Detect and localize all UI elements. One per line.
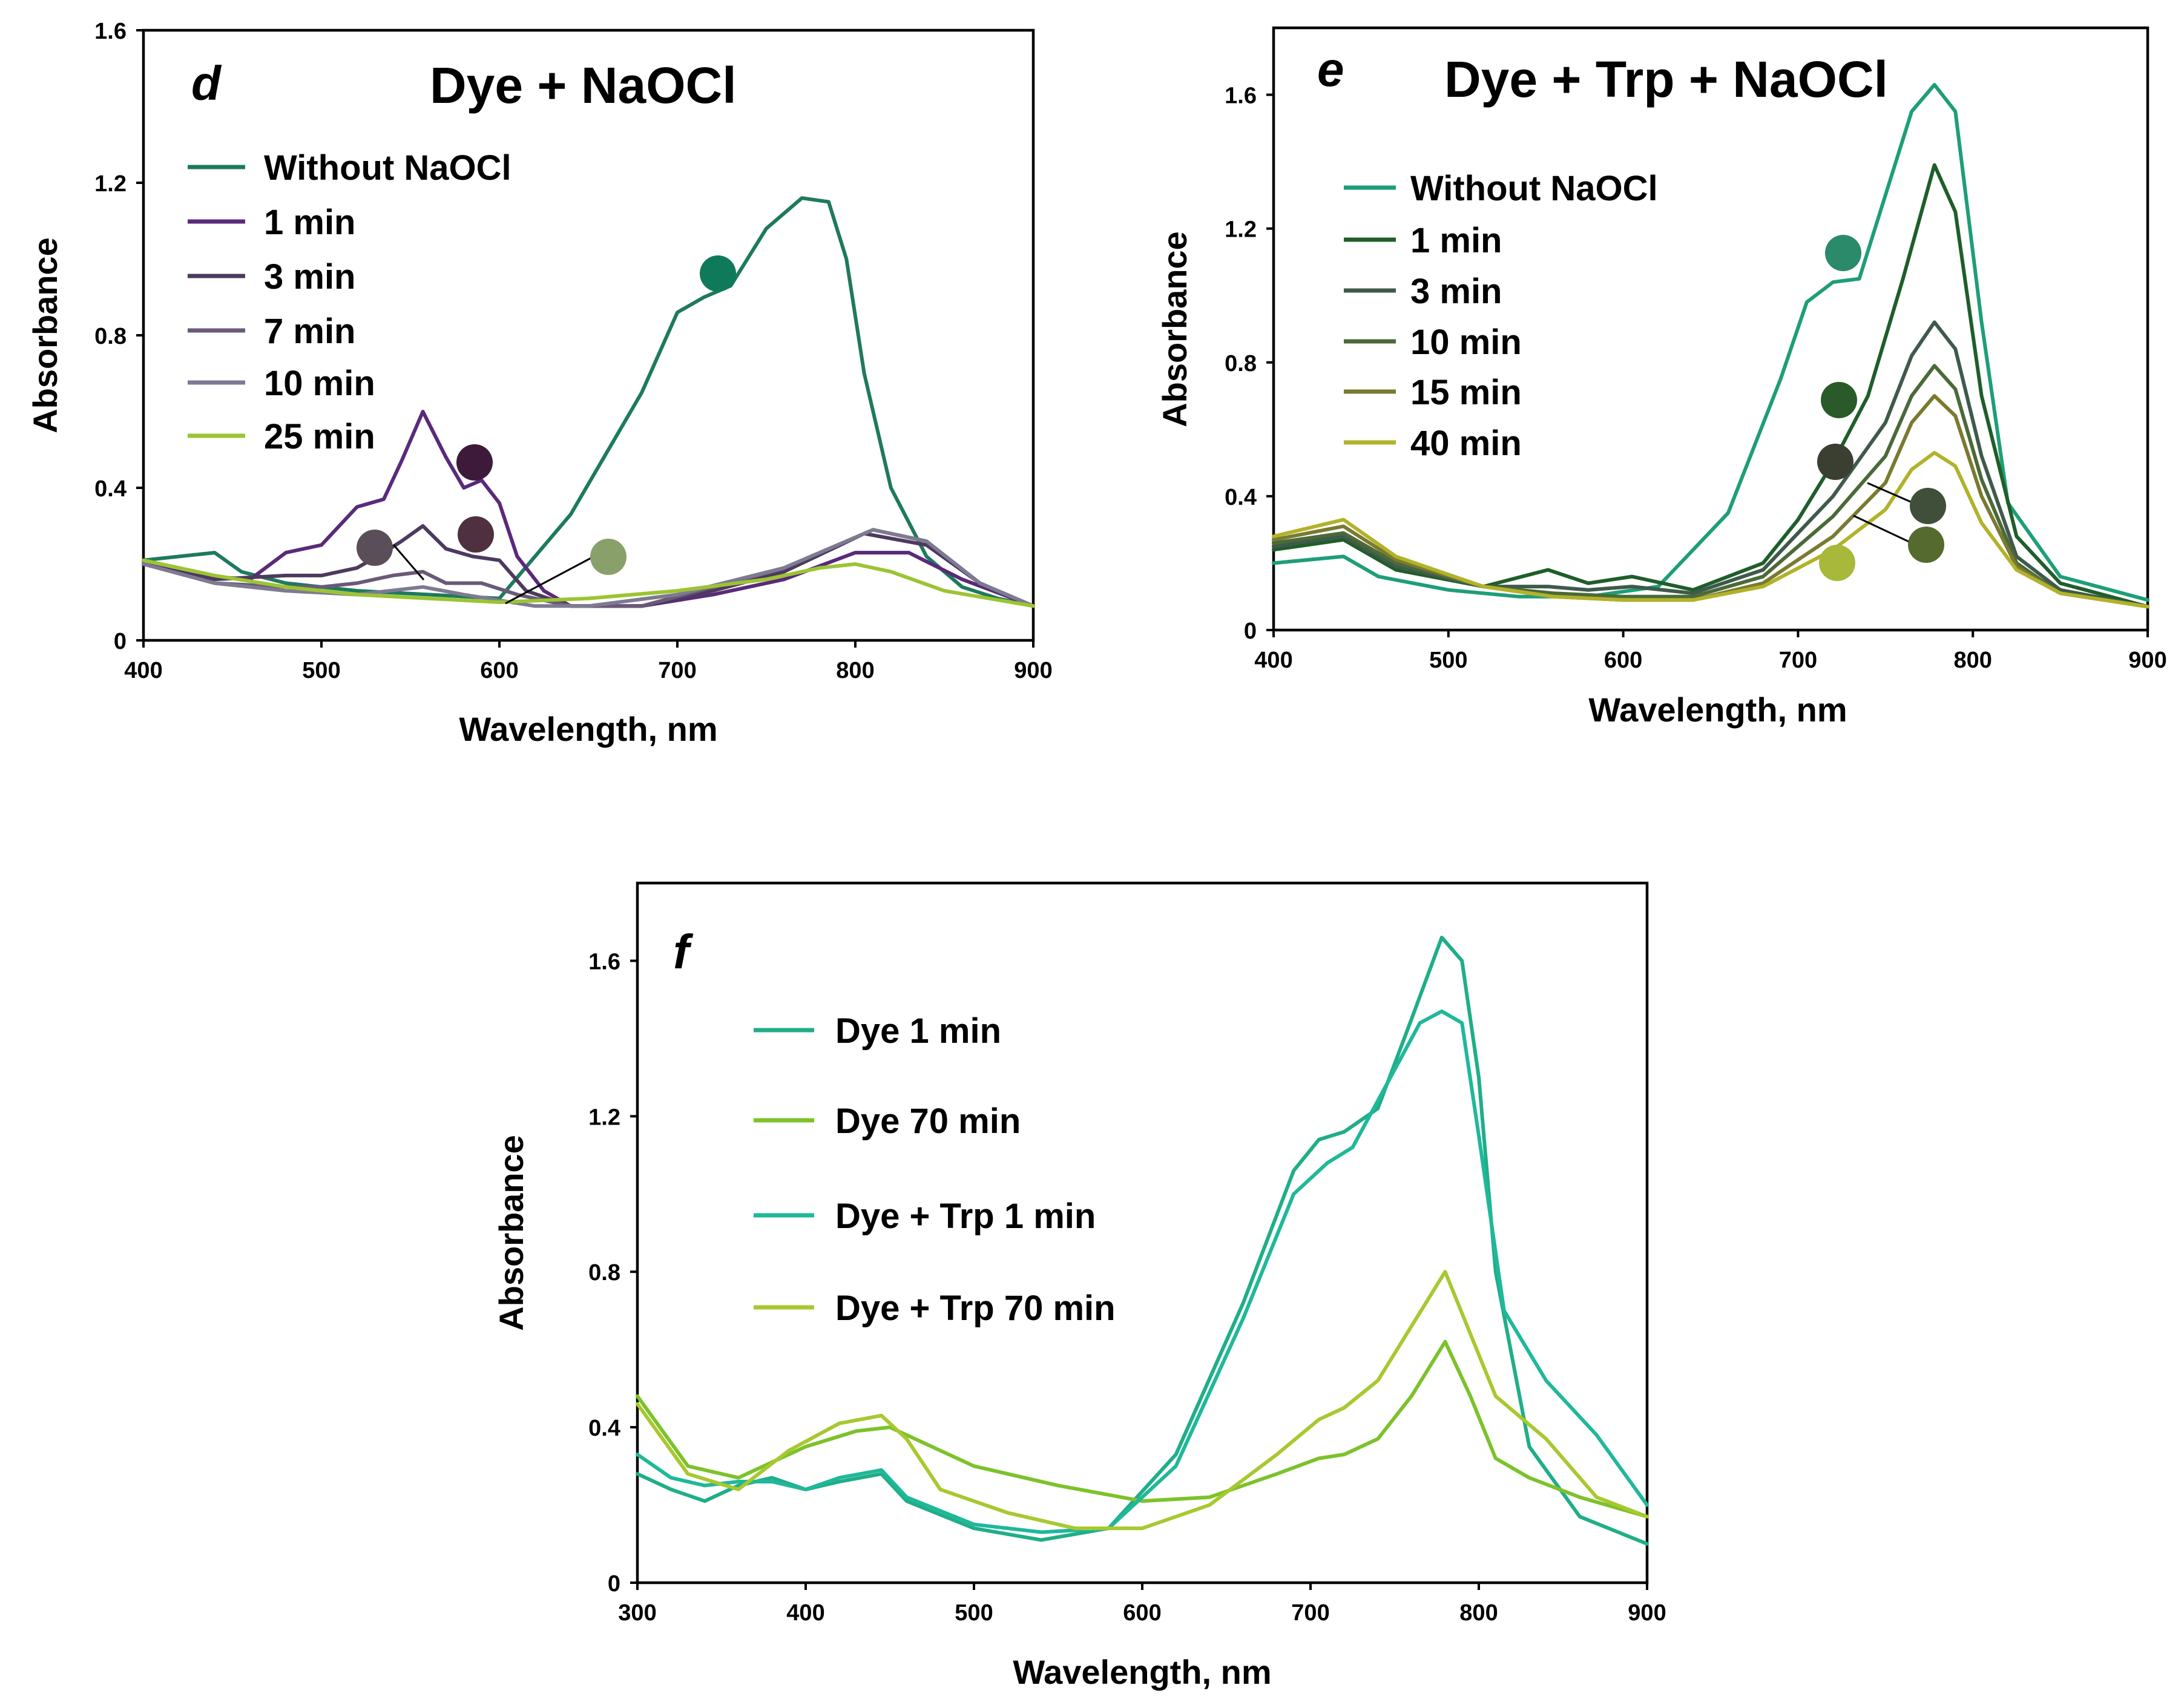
sample-color-dots: [357, 255, 736, 605]
y-axis-title: Absorbance: [1156, 231, 1194, 427]
x-tick-label: 300: [618, 1600, 656, 1626]
y-tick-label: 1.2: [588, 1105, 620, 1130]
legend-label-dye-trp-70-min: Dye + Trp 70 min: [835, 1289, 1116, 1328]
sample-dot: [1817, 444, 1853, 480]
x-tick-label: 900: [1628, 1600, 1666, 1626]
legend-label-dye-trp-1-min: Dye + Trp 1 min: [835, 1197, 1096, 1236]
legend-label-dye-70-min: Dye 70 min: [835, 1102, 1021, 1141]
x-tick-label: 700: [1779, 648, 1817, 673]
y-tick-label: 0.8: [588, 1260, 620, 1286]
legend-label-without-naocl: Without NaOCl: [264, 148, 511, 188]
legend-label-1-min: 1 min: [1410, 221, 1502, 260]
y-tick-label: 0.4: [588, 1416, 620, 1441]
legend-label-15-min: 15 min: [1410, 373, 1522, 412]
series-line-dye-trp-1-min: [636, 1009, 1649, 1534]
x-tick-label: 600: [1123, 1600, 1161, 1626]
series-line-10-min: [142, 528, 1035, 608]
tick-layer: 400 500 600 700 800 900 0 0.4 0.8 1.2 1.6: [1225, 84, 2167, 673]
x-tick-label: 500: [302, 658, 340, 683]
panel-letter: d: [191, 56, 222, 110]
x-tick-label: 700: [658, 658, 696, 683]
panel-letter: e: [1317, 42, 1344, 96]
y-axis-title: Absorbance: [492, 1135, 530, 1331]
y-tick-label: 0: [114, 629, 127, 654]
legend: Dye 1 min Dye 70 min Dye + Trp 1 min Dye…: [754, 1011, 1116, 1328]
annotation-leader-line: [505, 556, 594, 605]
series-line-25-min: [142, 558, 1035, 608]
y-tick-label: 0: [1244, 619, 1257, 644]
legend-label-without-naocl: Without NaOCl: [1410, 169, 1658, 208]
x-tick-label: 800: [836, 658, 874, 683]
x-tick-label: 600: [480, 658, 518, 683]
y-axis-title: Absorbance: [26, 237, 64, 433]
tick-layer: 400 500 600 700 800 900 0 0.4 0.8 1.2 1.6: [94, 19, 1053, 683]
series-line-dye-1-min: [636, 935, 1649, 1546]
legend-label-40-min: 40 min: [1410, 424, 1522, 463]
x-tick-label: 500: [1429, 648, 1467, 673]
legend-label-7-min: 7 min: [264, 312, 356, 351]
sample-dot: [1825, 235, 1861, 271]
sample-dot: [357, 530, 393, 566]
y-tick-label: 1.2: [94, 171, 127, 197]
legend-label-3-min: 3 min: [264, 257, 356, 297]
sample-dot: [458, 516, 494, 553]
x-tick-label: 700: [1291, 1600, 1329, 1626]
series-line-dye-70-min: [636, 1339, 1649, 1519]
y-tick-label: 1.6: [1225, 84, 1257, 109]
x-tick-label: 600: [1604, 648, 1642, 673]
sample-dot: [590, 539, 627, 575]
panel-title: Dye + NaOCl: [430, 57, 737, 114]
y-tick-label: 1.6: [94, 19, 127, 44]
y-tick-label: 1.6: [588, 949, 620, 974]
legend-label-3-min: 3 min: [1410, 272, 1502, 311]
sample-dot: [1908, 527, 1944, 563]
x-tick-label: 400: [1254, 648, 1292, 673]
x-tick-label: 400: [786, 1600, 824, 1626]
x-tick-label: 800: [1459, 1600, 1498, 1626]
sample-dot: [456, 444, 493, 481]
x-axis-title: Wavelength, nm: [1588, 691, 1847, 729]
series-line-without-naocl: [142, 196, 1035, 608]
legend: Without NaOCl 1 min 3 min 10 min 15 min …: [1344, 169, 1658, 463]
y-tick-label: 0: [608, 1571, 620, 1597]
legend-label-10-min: 10 min: [264, 364, 375, 403]
y-tick-label: 1.2: [1225, 217, 1257, 243]
series-line-dye-trp-70-min: [636, 1270, 1649, 1531]
annotation-leader-line: [1853, 514, 1913, 545]
panel-title: Dye + Trp + NaOCl: [1444, 51, 1888, 108]
sample-dot: [1910, 488, 1946, 524]
plot-frame: [1272, 26, 2149, 632]
x-tick-label: 400: [124, 658, 162, 683]
series-layer: [142, 196, 1035, 608]
legend-label-25-min: 25 min: [264, 417, 375, 456]
x-tick-label: 800: [1953, 648, 1992, 673]
panel-d: 400 500 600 700 800 900 0 0.4 0.8 1.2 1.6 d Dye + …: [26, 19, 1053, 748]
annotation-leader-line: [1867, 482, 1919, 507]
sample-dot: [1821, 382, 1857, 418]
x-tick-label: 900: [2128, 648, 2166, 673]
sample-dot: [1819, 545, 1855, 581]
series-line-without-naocl: [1272, 83, 2149, 602]
y-tick-label: 0.8: [94, 324, 127, 349]
x-axis-title: Wavelength, nm: [459, 710, 717, 748]
sample-color-dots: [1817, 235, 1946, 581]
y-tick-label: 0.4: [94, 476, 127, 502]
annotation-leader-line: [392, 544, 425, 580]
x-axis-title: Wavelength, nm: [1013, 1653, 1271, 1691]
x-tick-label: 900: [1014, 658, 1052, 683]
legend-label-1-min: 1 min: [264, 203, 356, 242]
y-tick-label: 0.8: [1225, 351, 1257, 376]
legend-label-10-min: 10 min: [1410, 323, 1522, 362]
legend-label-dye-1-min: Dye 1 min: [835, 1011, 1001, 1051]
tick-layer: 300 400 500 600 700 800 900 0 0.4 0.8 1.2 1.6: [588, 949, 1666, 1626]
x-tick-label: 500: [955, 1600, 993, 1626]
y-tick-label: 0.4: [1225, 485, 1257, 510]
sample-dot: [700, 255, 736, 292]
series-layer: [636, 935, 1649, 1546]
legend: Without NaOCl 1 min 3 min 7 min 10 min 2…: [188, 148, 511, 456]
panel-e: 400 500 600 700 800 900 0 0.4 0.8 1.2 1.6 e Dye + …: [1156, 26, 2167, 729]
